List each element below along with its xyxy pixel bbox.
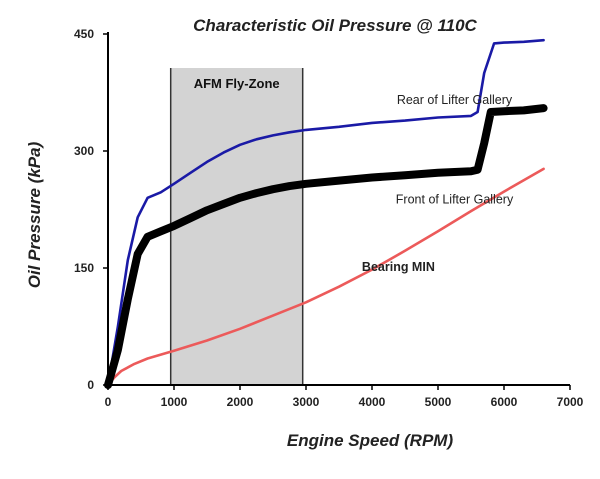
x-tick-label: 2000: [227, 395, 254, 409]
axis-layer: 0 1000 2000 3000 4000 5000 6000 7000 0 150 300 450: [74, 27, 584, 409]
y-tick-label: 0: [87, 378, 94, 392]
x-tick-label: 6000: [491, 395, 518, 409]
x-tick-label: 3000: [293, 395, 320, 409]
y-tick-label: 150: [74, 261, 94, 275]
series-label-1: Front of Lifter Gallery: [396, 192, 514, 206]
fly-zone-band: [170, 68, 303, 385]
x-tick-label: 0: [105, 395, 112, 409]
zone-layer: AFM Fly-Zone: [169, 68, 304, 385]
y-tick-label: 450: [74, 27, 94, 41]
x-axis-title: Engine Speed (RPM): [287, 431, 454, 450]
series-line-1: [104, 104, 548, 389]
label-layer: Characteristic Oil Pressure @ 110C Engine…: [25, 16, 514, 450]
series-label-0: Rear of Lifter Gallery: [397, 93, 513, 107]
x-tick-label: 7000: [557, 395, 584, 409]
x-tick-label: 4000: [359, 395, 386, 409]
x-tick-label: 1000: [161, 395, 188, 409]
series-line-0: [106, 38, 545, 387]
y-tick-label: 300: [74, 144, 94, 158]
series-label-2: Bearing MIN: [362, 260, 435, 274]
y-axis-title: Oil Pressure (kPa): [25, 141, 44, 288]
series-layer: [104, 38, 548, 389]
chart-title: Characteristic Oil Pressure @ 110C: [193, 16, 477, 35]
x-tick-label: 5000: [425, 395, 452, 409]
series-line-2: [106, 167, 545, 387]
fly-zone-label: AFM Fly-Zone: [194, 76, 280, 91]
